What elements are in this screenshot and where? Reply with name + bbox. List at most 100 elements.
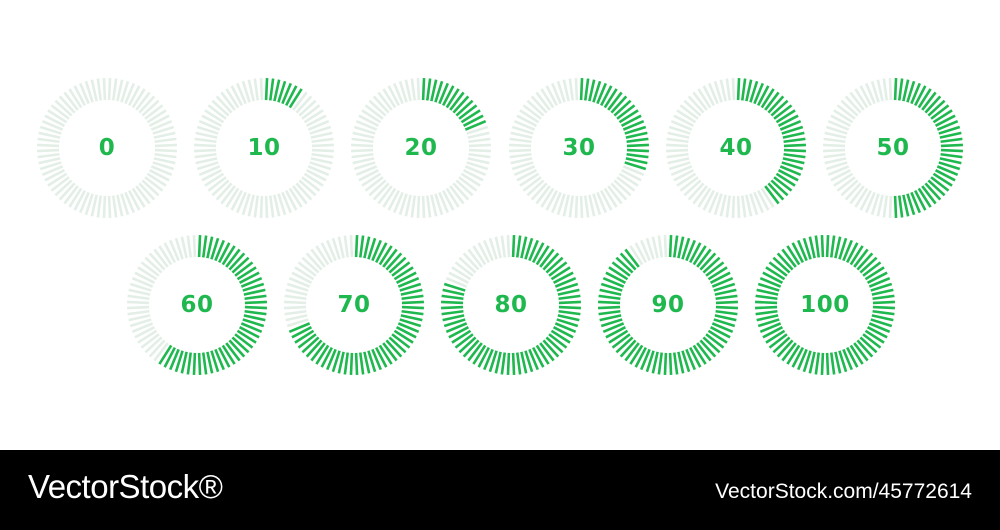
gauge-tick-inactive [68,187,83,208]
gauge-tick-inactive [522,104,542,120]
gauge-tick-active [579,78,584,101]
gauge-tick-active [391,261,411,277]
gauge-tick-inactive [445,277,468,288]
gauge-tick-inactive [297,261,317,277]
gauge-tick-inactive [194,137,217,144]
gauge-tick-active [236,329,257,344]
gauge-tick-active [618,109,639,124]
gauge-tick-inactive [823,143,846,148]
gauge-tick-inactive [488,237,498,260]
gauge-tick-active [626,148,649,153]
gauge-tick-active [713,282,736,292]
gauge-tick-inactive [870,80,880,103]
gauge-tick-active [535,245,550,266]
gauge-tick-active [914,189,927,211]
gauge-tick-active [242,282,265,292]
gauge-tick-inactive [757,189,770,211]
gauge-tick-inactive [259,195,264,218]
gauge-tick-inactive [153,342,169,362]
gauge-tick-active [550,266,571,281]
gauge-tick-inactive [285,288,308,296]
gauge-tick-active [458,336,477,354]
gauge-tick-inactive [509,152,532,159]
gauge-tick-inactive [284,309,307,316]
gauge-tick-inactive [225,88,240,109]
gauge-tick-active [672,235,679,258]
gauge-tick-active [755,294,778,301]
gauge-tick-active [592,80,602,103]
gauge-tick-inactive [667,131,690,139]
gauge-tick-active [626,137,649,144]
gauge-tick-inactive [430,194,438,217]
gauge-tick-inactive [398,193,408,216]
gauge-tick-inactive [140,261,160,277]
gauge-tick-inactive [865,191,876,214]
gauge-tick-inactive [281,191,292,214]
gauge-tick-inactive [859,189,872,211]
gauge-tick-inactive [152,125,175,135]
gauge-tick-active [759,277,782,288]
gauge-tick-inactive [58,95,76,114]
gauge-tick-inactive [195,131,218,139]
gauge-tick-inactive [194,152,217,159]
gauge-tick-active [615,336,634,354]
gauge-tick-inactive [719,194,727,217]
gauge-tick-inactive [511,161,534,171]
gauge-tick-active [297,333,317,349]
gauge-tick-active [438,82,449,105]
gauge-tick-inactive [230,189,243,211]
gauge-tick-active [692,344,707,365]
gauge-tick-active [776,339,794,358]
gauge-tick-inactive [301,176,321,192]
gauge-tick-inactive [148,169,170,182]
gauge-tick-active [528,239,539,262]
gauge-tick-inactive [859,85,872,107]
gauge-tick-active [399,318,422,328]
gauge-tick-inactive [377,185,393,205]
gauge-tick-inactive [337,236,345,259]
gauge-tick-active [448,326,470,339]
gauge-tick-active [699,252,717,271]
gauge-tick-inactive [174,237,184,260]
gauge-tick-inactive [198,165,221,176]
gauge-tick-inactive [303,172,324,187]
gauge-tick-active [494,351,502,374]
gauge-tick-inactive [120,80,130,103]
gauge-tick-active [767,182,785,201]
gauge-tick-active [755,305,778,310]
gauge-tick-active [768,333,788,349]
gauge-tick-inactive [434,193,444,216]
gauge-tick-inactive [836,104,856,120]
gauge-tick-active [624,125,647,135]
gauge-tick-inactive [719,79,727,102]
gauge-tick-active [868,277,891,288]
gauge-tick-inactive [364,104,384,120]
gauge-tick-inactive [207,104,227,120]
gauge-tick-inactive [311,143,334,148]
gauge-tick-active [626,143,649,148]
gauge-tick-active [382,248,398,268]
gauge-tick-inactive [131,88,146,109]
gauge-tick-inactive [124,191,135,214]
gauge-tick-active [445,322,468,333]
gauge-tick-inactive [268,195,275,218]
gauge-tick-active [598,309,621,316]
gauge-tick-active [707,329,728,344]
gauge-value-label: 20 [404,135,438,161]
gauge-tick-inactive [830,114,852,127]
gauge-tick-active [897,195,904,218]
gauge-tick-active [460,109,481,124]
gauge-tick-inactive [540,187,555,208]
gauge-tick-inactive [196,125,219,135]
gauge-tick-inactive [468,137,491,144]
gauge-tick-active [393,266,414,281]
gauge-tick-inactive [697,88,712,109]
gauge-tick-active [645,350,655,373]
progress-gauge-70: 70 [282,233,426,377]
gauge-tick-active [668,235,673,258]
gauge-tick-active [397,322,420,333]
gauge-tick-inactive [687,182,705,201]
gauge-tick-inactive [410,195,417,218]
gauge-tick-inactive [37,137,60,144]
gauge-tick-inactive [63,91,79,111]
